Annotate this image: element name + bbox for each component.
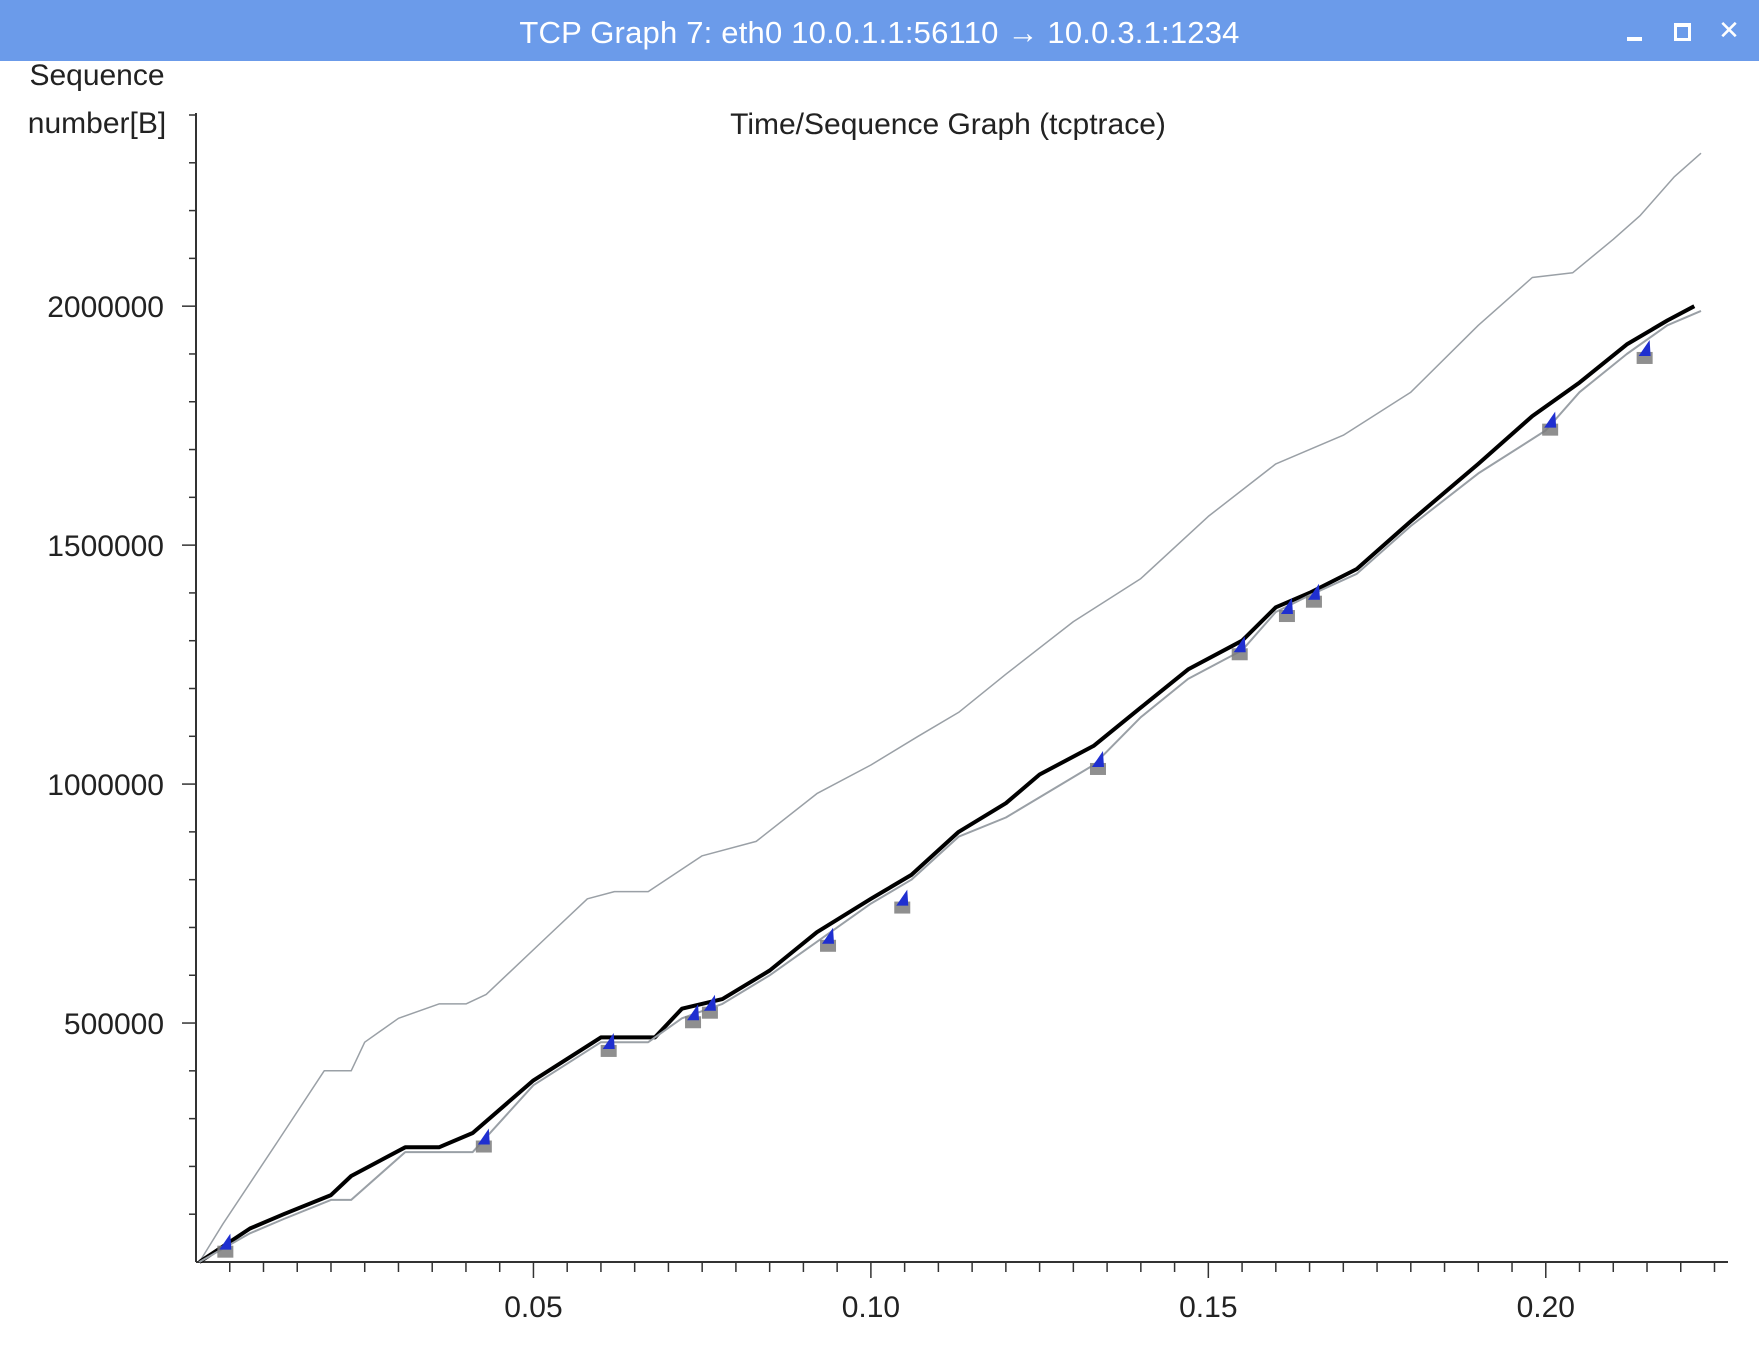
y-tick-label: 500000 [64, 1008, 164, 1041]
sack-marker-triangle [896, 889, 909, 906]
sack-marker-triangle [1091, 750, 1104, 767]
sack-marker [1305, 583, 1322, 608]
y-tick-label: 1000000 [47, 769, 164, 802]
y-tick-label: 1500000 [47, 530, 164, 563]
sack-marker-triangle [687, 1004, 700, 1021]
sack-marker-triangle [219, 1233, 232, 1250]
sack-marker-triangle [1544, 411, 1557, 428]
sack-marker-triangle [703, 994, 716, 1011]
chart-title: Time/Sequence Graph (tcptrace) [730, 108, 1166, 141]
y-axis-label-line1: Sequence [29, 61, 164, 92]
sack-marker [600, 1032, 617, 1057]
sack-marker-triangle [477, 1128, 490, 1145]
ack-line [198, 309, 1702, 1263]
x-tick-label: 0.10 [842, 1291, 900, 1324]
sack-marker-triangle [1280, 598, 1293, 615]
receive-window-line [198, 152, 1702, 1263]
x-tick-label: 0.05 [504, 1291, 562, 1324]
title-bar[interactable]: TCP Graph 7: eth0 10.0.1.1:56110 → 10.0.… [0, 0, 1759, 61]
sack-marker [1231, 636, 1248, 661]
close-icon: ✕ [1718, 16, 1740, 46]
y-tick-label: 2000000 [47, 291, 164, 324]
sack-marker [1636, 339, 1653, 364]
sack-markers [217, 339, 1653, 1258]
axes: 500000 1000000 1500000 2000000 0.05 0.10 0.15 0… [47, 113, 1728, 1324]
sack-marker [701, 994, 718, 1019]
minimize-icon [1627, 37, 1642, 41]
sack-marker [820, 927, 837, 952]
sack-marker [685, 1004, 702, 1029]
minimize-button[interactable] [1618, 14, 1652, 48]
maximize-icon [1674, 23, 1691, 41]
y-axis-label-line2: number[B] [28, 107, 166, 140]
window-title: TCP Graph 7: eth0 10.0.1.1:56110 → 10.0.… [519, 15, 1240, 50]
data-segments-line [198, 304, 1696, 1264]
sack-marker-block [685, 1016, 702, 1029]
sack-marker-triangle [1307, 583, 1320, 600]
sack-marker-triangle [1638, 339, 1651, 356]
x-tick-label: 0.15 [1179, 1291, 1237, 1324]
close-button[interactable]: ✕ [1712, 14, 1746, 48]
sack-marker [475, 1128, 492, 1153]
sack-marker [1089, 750, 1106, 775]
sack-marker [1542, 411, 1559, 436]
x-tick-label: 0.20 [1517, 1291, 1575, 1324]
graph-canvas[interactable]: 500000 1000000 1500000 2000000 0.05 0.10 0.15 0… [0, 59, 1759, 1364]
sack-marker-triangle [602, 1032, 615, 1049]
sack-marker-triangle [822, 927, 835, 944]
sack-marker [894, 889, 911, 914]
sack-marker [1278, 598, 1295, 623]
time-sequence-chart[interactable]: 500000 1000000 1500000 2000000 0.05 0.10 0.15 0… [0, 59, 1759, 1364]
sack-marker [217, 1233, 234, 1258]
sack-marker-triangle [1233, 636, 1246, 653]
series-layer [198, 152, 1702, 1264]
maximize-button[interactable] [1664, 14, 1698, 48]
